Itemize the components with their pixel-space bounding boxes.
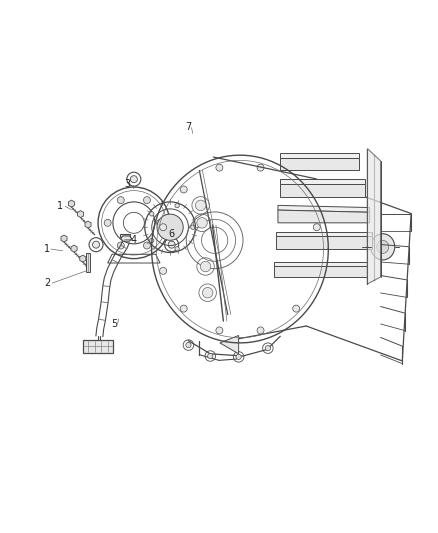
- Polygon shape: [276, 236, 372, 249]
- Circle shape: [236, 354, 241, 359]
- Circle shape: [208, 353, 213, 359]
- Circle shape: [180, 186, 187, 193]
- Polygon shape: [61, 235, 67, 242]
- Circle shape: [257, 327, 264, 334]
- Text: 2: 2: [45, 278, 51, 288]
- Text: 1: 1: [43, 244, 49, 254]
- Circle shape: [159, 224, 166, 231]
- Circle shape: [191, 225, 195, 229]
- Circle shape: [257, 164, 264, 171]
- Circle shape: [216, 327, 223, 334]
- Circle shape: [117, 197, 124, 204]
- Polygon shape: [278, 210, 370, 223]
- Ellipse shape: [371, 234, 395, 260]
- Polygon shape: [278, 205, 370, 212]
- Text: 5: 5: [111, 319, 117, 329]
- Circle shape: [180, 305, 187, 312]
- Circle shape: [92, 241, 99, 248]
- Bar: [83, 340, 113, 353]
- Polygon shape: [274, 266, 367, 277]
- Circle shape: [149, 212, 154, 216]
- Text: 7: 7: [185, 122, 191, 132]
- Polygon shape: [80, 255, 86, 262]
- Polygon shape: [280, 158, 359, 171]
- Circle shape: [159, 268, 166, 274]
- Polygon shape: [276, 231, 372, 236]
- Circle shape: [186, 343, 191, 348]
- Circle shape: [144, 197, 150, 204]
- Polygon shape: [280, 179, 365, 184]
- Circle shape: [216, 164, 223, 171]
- Circle shape: [293, 305, 300, 312]
- Circle shape: [293, 186, 300, 193]
- Polygon shape: [121, 236, 132, 241]
- Text: 1: 1: [57, 201, 63, 211]
- Circle shape: [195, 200, 206, 211]
- Polygon shape: [71, 245, 77, 252]
- Text: 3: 3: [124, 179, 131, 189]
- Text: 6: 6: [168, 229, 174, 239]
- Circle shape: [144, 242, 150, 249]
- Circle shape: [197, 217, 207, 228]
- Circle shape: [104, 220, 111, 227]
- Circle shape: [157, 214, 183, 240]
- Polygon shape: [68, 200, 74, 207]
- Polygon shape: [120, 234, 130, 237]
- Polygon shape: [85, 221, 91, 228]
- Polygon shape: [274, 262, 367, 266]
- Polygon shape: [280, 153, 359, 158]
- Circle shape: [265, 345, 271, 351]
- Circle shape: [149, 238, 154, 243]
- Circle shape: [131, 176, 138, 183]
- Ellipse shape: [377, 240, 389, 253]
- Circle shape: [117, 242, 124, 249]
- Polygon shape: [280, 184, 365, 197]
- Circle shape: [175, 204, 179, 208]
- Polygon shape: [86, 253, 90, 272]
- Polygon shape: [367, 149, 381, 284]
- Circle shape: [313, 268, 320, 274]
- Circle shape: [202, 287, 213, 298]
- Circle shape: [175, 247, 179, 251]
- Circle shape: [156, 220, 163, 227]
- Text: 4: 4: [131, 235, 137, 245]
- Polygon shape: [220, 335, 239, 354]
- Polygon shape: [78, 211, 84, 217]
- Circle shape: [313, 224, 320, 231]
- Circle shape: [168, 241, 175, 248]
- Circle shape: [200, 261, 211, 272]
